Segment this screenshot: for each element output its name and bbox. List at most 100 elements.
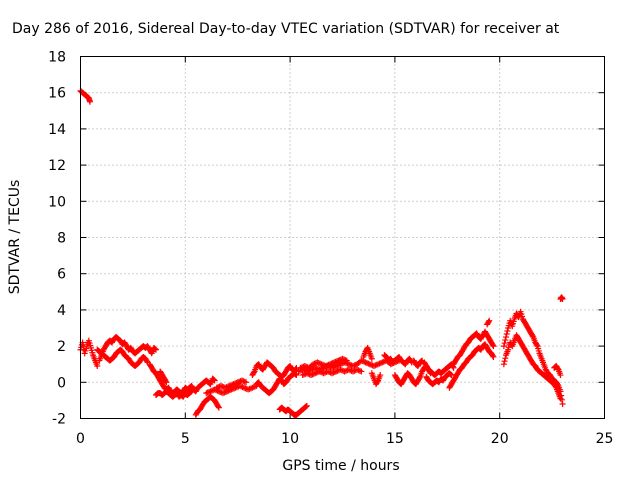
data-point xyxy=(338,360,345,367)
data-point xyxy=(316,368,323,375)
data-point xyxy=(217,388,224,395)
data-point xyxy=(208,387,215,394)
data-point xyxy=(314,359,321,366)
data-point xyxy=(229,385,236,392)
data-point xyxy=(206,388,213,395)
x-tick-label: 10 xyxy=(281,431,299,447)
data-point xyxy=(246,385,253,392)
data-point xyxy=(502,334,509,341)
data-point xyxy=(210,376,217,383)
data-point xyxy=(342,367,349,374)
data-point xyxy=(224,383,231,390)
data-point xyxy=(233,379,240,386)
y-tick-label: 12 xyxy=(48,158,66,174)
data-point xyxy=(325,361,332,368)
y-tick-label: 4 xyxy=(57,303,66,319)
data-point xyxy=(317,369,324,376)
data-point xyxy=(552,383,559,390)
x-tick-label: 0 xyxy=(76,431,85,447)
data-point xyxy=(336,361,343,368)
data-point xyxy=(305,370,312,377)
data-point xyxy=(337,366,344,373)
y-axis-label: SDTVAR / TECUs xyxy=(7,180,23,295)
data-point xyxy=(239,384,246,391)
data-point xyxy=(336,356,343,363)
data-point xyxy=(250,384,257,391)
data-point xyxy=(418,358,425,365)
data-point xyxy=(329,370,336,377)
data-point xyxy=(187,388,194,395)
data-point xyxy=(301,371,308,378)
data-point xyxy=(330,369,337,376)
data-point xyxy=(297,364,304,371)
data-point xyxy=(214,387,221,394)
data-point xyxy=(310,361,317,368)
y-tick-label: 0 xyxy=(57,375,66,391)
data-point xyxy=(215,404,222,411)
data-point xyxy=(222,388,229,395)
plot-frame xyxy=(80,56,605,419)
data-point xyxy=(163,379,170,386)
data-point xyxy=(238,377,245,384)
data-point xyxy=(504,328,511,335)
data-point xyxy=(219,383,226,390)
y-tick-label: 6 xyxy=(57,267,66,283)
data-point xyxy=(249,384,256,391)
data-point xyxy=(206,380,213,387)
data-points xyxy=(77,87,566,418)
data-point xyxy=(313,369,320,376)
y-tick-label: 10 xyxy=(48,194,66,210)
data-point xyxy=(215,403,222,410)
data-point xyxy=(326,369,333,376)
data-point xyxy=(328,360,335,367)
data-point xyxy=(331,359,338,366)
data-point xyxy=(333,363,340,370)
data-point xyxy=(486,317,493,324)
data-point xyxy=(324,362,331,369)
data-point xyxy=(489,341,496,348)
data-point xyxy=(337,361,344,368)
data-point xyxy=(417,358,424,365)
data-point xyxy=(231,380,238,387)
data-point xyxy=(340,356,347,363)
x-tick-label: 20 xyxy=(491,431,509,447)
data-point xyxy=(229,381,236,388)
y-tick-label: 18 xyxy=(48,50,66,66)
data-point xyxy=(374,378,381,385)
data-point xyxy=(329,359,336,366)
data-point xyxy=(351,367,358,374)
data-point xyxy=(377,372,384,379)
data-point xyxy=(240,384,247,391)
data-point xyxy=(215,384,222,391)
data-point xyxy=(250,369,257,376)
y-tick-label: 2 xyxy=(57,339,66,355)
data-point xyxy=(349,363,356,370)
data-point xyxy=(347,361,354,368)
data-point xyxy=(375,361,382,368)
data-point xyxy=(322,363,329,370)
data-point xyxy=(355,367,362,374)
data-point xyxy=(373,361,380,368)
data-point xyxy=(242,385,249,392)
data-point xyxy=(368,355,375,362)
data-point xyxy=(311,360,318,367)
data-point xyxy=(324,368,331,375)
data-point xyxy=(310,370,317,377)
data-point xyxy=(351,362,358,369)
data-point xyxy=(295,368,302,375)
data-point xyxy=(312,370,319,377)
data-point xyxy=(559,296,566,303)
data-point xyxy=(152,346,159,353)
data-point xyxy=(333,358,340,365)
data-point xyxy=(234,379,241,386)
data-point xyxy=(162,378,169,385)
data-point xyxy=(372,362,379,369)
data-point xyxy=(298,364,305,371)
data-point xyxy=(343,357,350,364)
data-point xyxy=(529,332,536,339)
data-point xyxy=(303,402,310,409)
data-point xyxy=(503,331,510,338)
data-point xyxy=(94,363,101,370)
